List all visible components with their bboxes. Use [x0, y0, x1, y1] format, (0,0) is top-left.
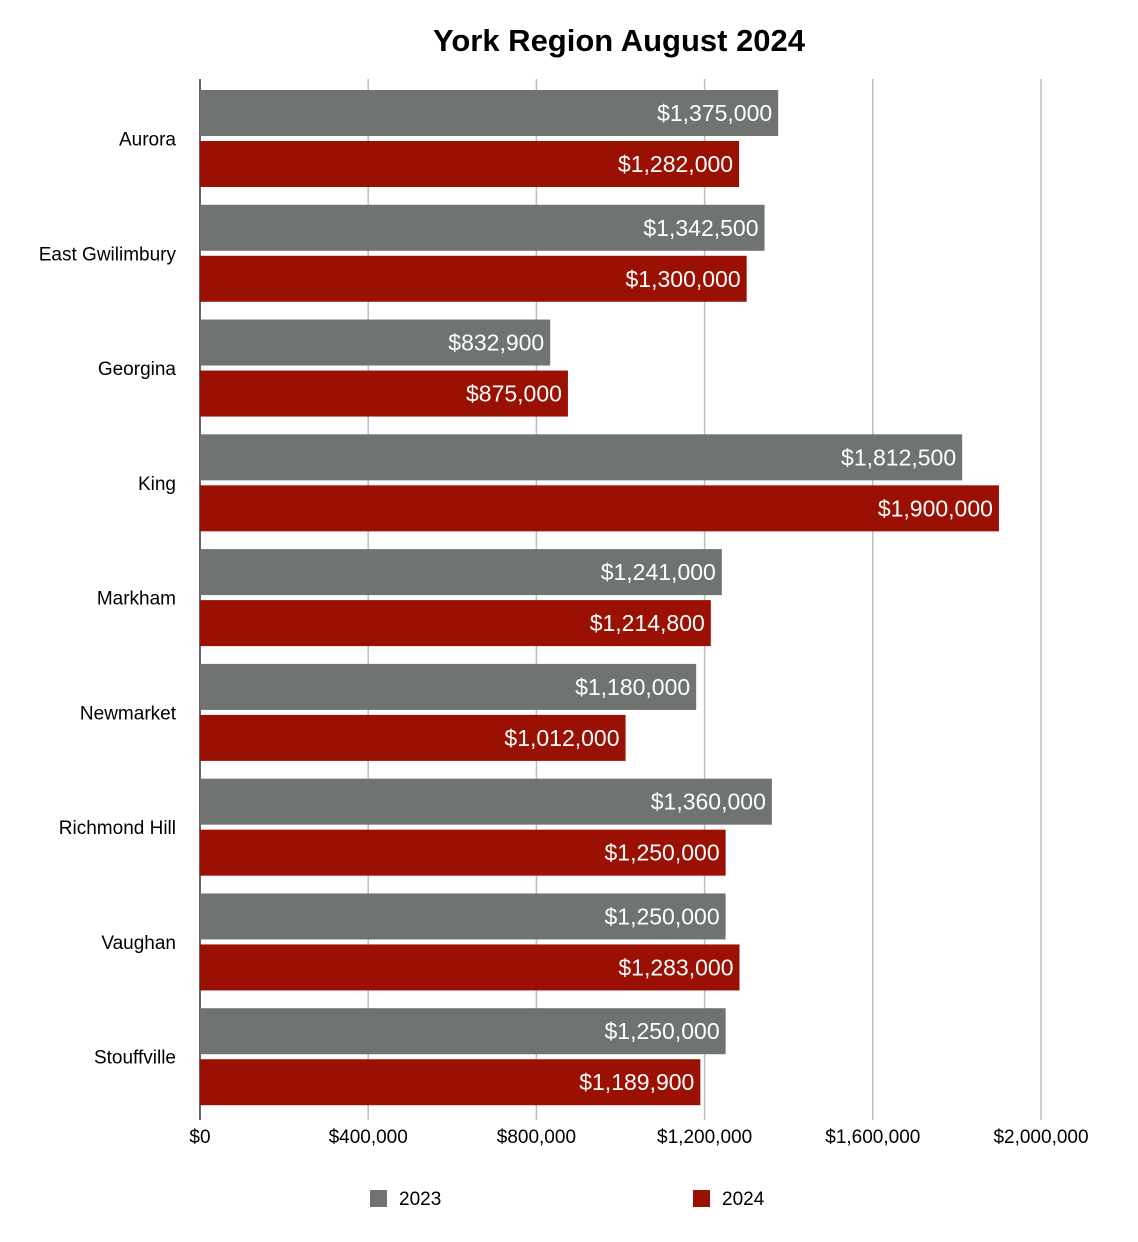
bar-2024: [200, 370, 568, 417]
bar-value-label: $1,189,900: [579, 1069, 694, 1095]
bar-value-label: $1,180,000: [575, 674, 690, 700]
bar-2023: [200, 434, 963, 481]
bar-value-label: $1,250,000: [605, 840, 720, 866]
bar-2023: [200, 663, 697, 710]
legend-swatch-2024: [693, 1190, 710, 1207]
x-tick-label: $2,000,000: [993, 1127, 1088, 1148]
bar-2024: [200, 600, 711, 647]
bar-value-label: $1,360,000: [651, 789, 766, 815]
bar-2023: [200, 319, 551, 366]
x-tick-label: $1,200,000: [657, 1127, 752, 1148]
category-label: Stouffville: [94, 1048, 176, 1069]
bar-2024: [200, 944, 740, 991]
bar-2023: [200, 204, 765, 251]
bar-value-label: $1,012,000: [504, 725, 619, 751]
bar-2023: [200, 1008, 726, 1055]
bar-2024: [200, 255, 747, 302]
bar-value-label: $875,000: [466, 381, 562, 407]
bars: $1,375,000 $1,282,000 $1,342,500 $1,300,000…: [200, 90, 999, 1106]
x-tick-label: $800,000: [497, 1127, 576, 1148]
bar-2023: [200, 778, 772, 825]
bar-value-label: $1,342,500: [643, 215, 758, 241]
bar-value-label: $1,375,000: [657, 100, 772, 126]
category-label: Georgina: [98, 359, 177, 380]
bar-2024: [200, 485, 999, 532]
bar-value-label: $1,282,000: [618, 151, 733, 177]
bar-2023: [200, 893, 726, 940]
legend-label-2024: 2024: [722, 1189, 765, 1210]
bar-value-label: $1,900,000: [878, 495, 993, 521]
bar-value-label: $832,900: [448, 330, 544, 356]
bar-2024: [200, 829, 726, 876]
x-tick-label: $0: [189, 1127, 210, 1148]
bar-2024: [200, 141, 740, 187]
bar-value-label: $1,283,000: [618, 954, 733, 980]
category-labels: Aurora East Gwilimbury Georgina King Markham…: [39, 130, 177, 1069]
bar-2023: [200, 90, 779, 136]
category-label: Richmond Hill: [59, 818, 176, 839]
category-label: Vaughan: [101, 933, 176, 954]
bar-value-label: $1,250,000: [605, 1018, 720, 1044]
bar-2024: [200, 1059, 701, 1106]
bar-2024: [200, 714, 626, 761]
bar-value-label: $1,250,000: [605, 903, 720, 929]
bar-value-label: $1,214,800: [590, 610, 705, 636]
legend-swatch-2023: [370, 1190, 387, 1207]
category-label: King: [138, 474, 176, 495]
legend: 2023 2024: [370, 1189, 765, 1210]
bar-value-label: $1,300,000: [626, 266, 741, 292]
bar-2023: [200, 549, 722, 596]
x-tick-label: $400,000: [329, 1127, 408, 1148]
category-label: Newmarket: [80, 703, 177, 724]
x-tick-label: $1,600,000: [825, 1127, 920, 1148]
category-label: East Gwilimbury: [39, 244, 177, 265]
category-label: Aurora: [119, 130, 176, 151]
chart-title: York Region August 2024: [433, 23, 806, 58]
bar-value-label: $1,241,000: [601, 559, 716, 585]
x-axis-ticks: $0 $400,000 $800,000 $1,200,000 $1,600,000 $2…: [189, 1127, 1088, 1148]
category-label: Markham: [97, 589, 176, 610]
legend-label-2023: 2023: [399, 1189, 441, 1210]
bar-value-label: $1,812,500: [841, 444, 956, 470]
